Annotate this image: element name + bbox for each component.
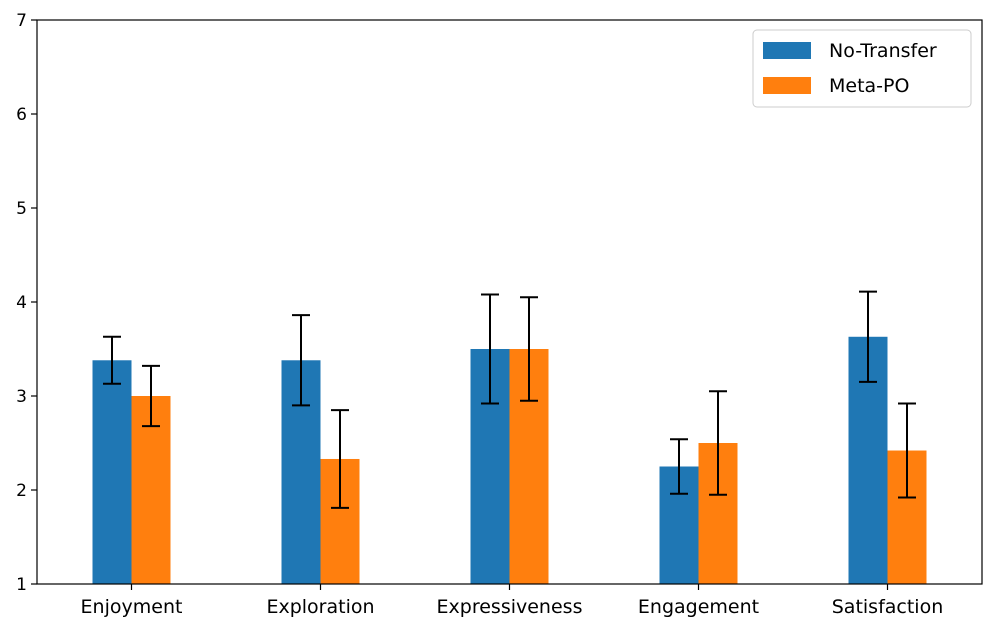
y-tick-label: 5 xyxy=(16,199,27,219)
y-tick-label: 2 xyxy=(16,481,27,501)
y-tick-label: 7 xyxy=(16,11,27,31)
y-tick-label: 1 xyxy=(16,575,27,595)
y-tick-label: 6 xyxy=(16,105,27,125)
x-tick-label: Expressiveness xyxy=(437,596,583,618)
y-tick-label: 4 xyxy=(16,293,27,313)
legend-label: No-Transfer xyxy=(829,40,937,62)
bar xyxy=(131,396,171,584)
legend: No-Transfer Meta-PO xyxy=(752,29,972,108)
error-bars-layer xyxy=(103,290,916,509)
legend-label: Meta-PO xyxy=(829,75,909,97)
bar xyxy=(92,360,132,584)
bars-layer xyxy=(92,336,927,584)
legend-swatch xyxy=(763,77,811,94)
legend-swatch xyxy=(763,42,811,59)
x-tick-label: Engagement xyxy=(638,596,759,618)
x-tick-label: Exploration xyxy=(266,596,374,618)
x-axis: Enjoyment Exploration Expressiveness Engage… xyxy=(81,584,944,618)
y-tick-label: 3 xyxy=(16,387,27,407)
x-tick-label: Enjoyment xyxy=(81,596,183,618)
x-tick-label: Satisfaction xyxy=(832,596,944,618)
y-axis: 1 2 3 4 5 6 7 xyxy=(16,11,37,595)
